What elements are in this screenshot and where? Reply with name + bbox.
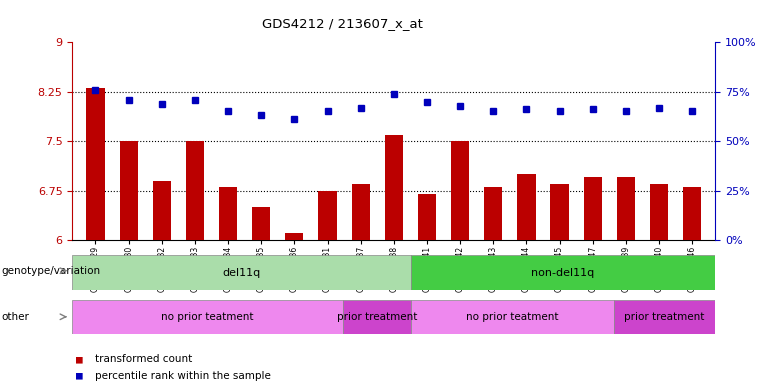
Text: percentile rank within the sample: percentile rank within the sample — [95, 371, 271, 381]
Bar — [318, 190, 336, 240]
Text: del11q: del11q — [222, 268, 260, 278]
Bar — [87, 88, 104, 240]
Bar — [186, 141, 204, 240]
Text: ■: ■ — [76, 371, 83, 381]
Bar — [72, 255, 411, 290]
Bar — [219, 187, 237, 240]
Text: genotype/variation: genotype/variation — [2, 266, 100, 276]
Text: no prior teatment: no prior teatment — [466, 312, 559, 322]
Text: prior treatment: prior treatment — [336, 312, 417, 322]
Bar — [550, 184, 568, 240]
Text: other: other — [2, 312, 30, 322]
Bar — [484, 187, 502, 240]
Bar — [418, 194, 436, 240]
Text: ■: ■ — [76, 354, 83, 364]
Text: non-del11q: non-del11q — [531, 268, 594, 278]
Bar — [119, 141, 138, 240]
Bar — [650, 184, 668, 240]
Bar — [385, 134, 403, 240]
Text: no prior teatment: no prior teatment — [161, 312, 254, 322]
Bar — [343, 300, 411, 334]
Bar — [352, 184, 370, 240]
Bar — [72, 300, 343, 334]
Bar — [252, 207, 270, 240]
Bar — [451, 141, 470, 240]
Bar — [285, 233, 304, 240]
Bar — [411, 255, 715, 290]
Bar — [517, 174, 536, 240]
Text: transformed count: transformed count — [95, 354, 193, 364]
Bar — [584, 177, 602, 240]
Bar — [683, 187, 701, 240]
Text: prior treatment: prior treatment — [624, 312, 705, 322]
Text: GDS4212 / 213607_x_at: GDS4212 / 213607_x_at — [262, 17, 423, 30]
Bar — [153, 181, 171, 240]
Bar — [411, 300, 614, 334]
Bar — [614, 300, 715, 334]
Bar — [616, 177, 635, 240]
